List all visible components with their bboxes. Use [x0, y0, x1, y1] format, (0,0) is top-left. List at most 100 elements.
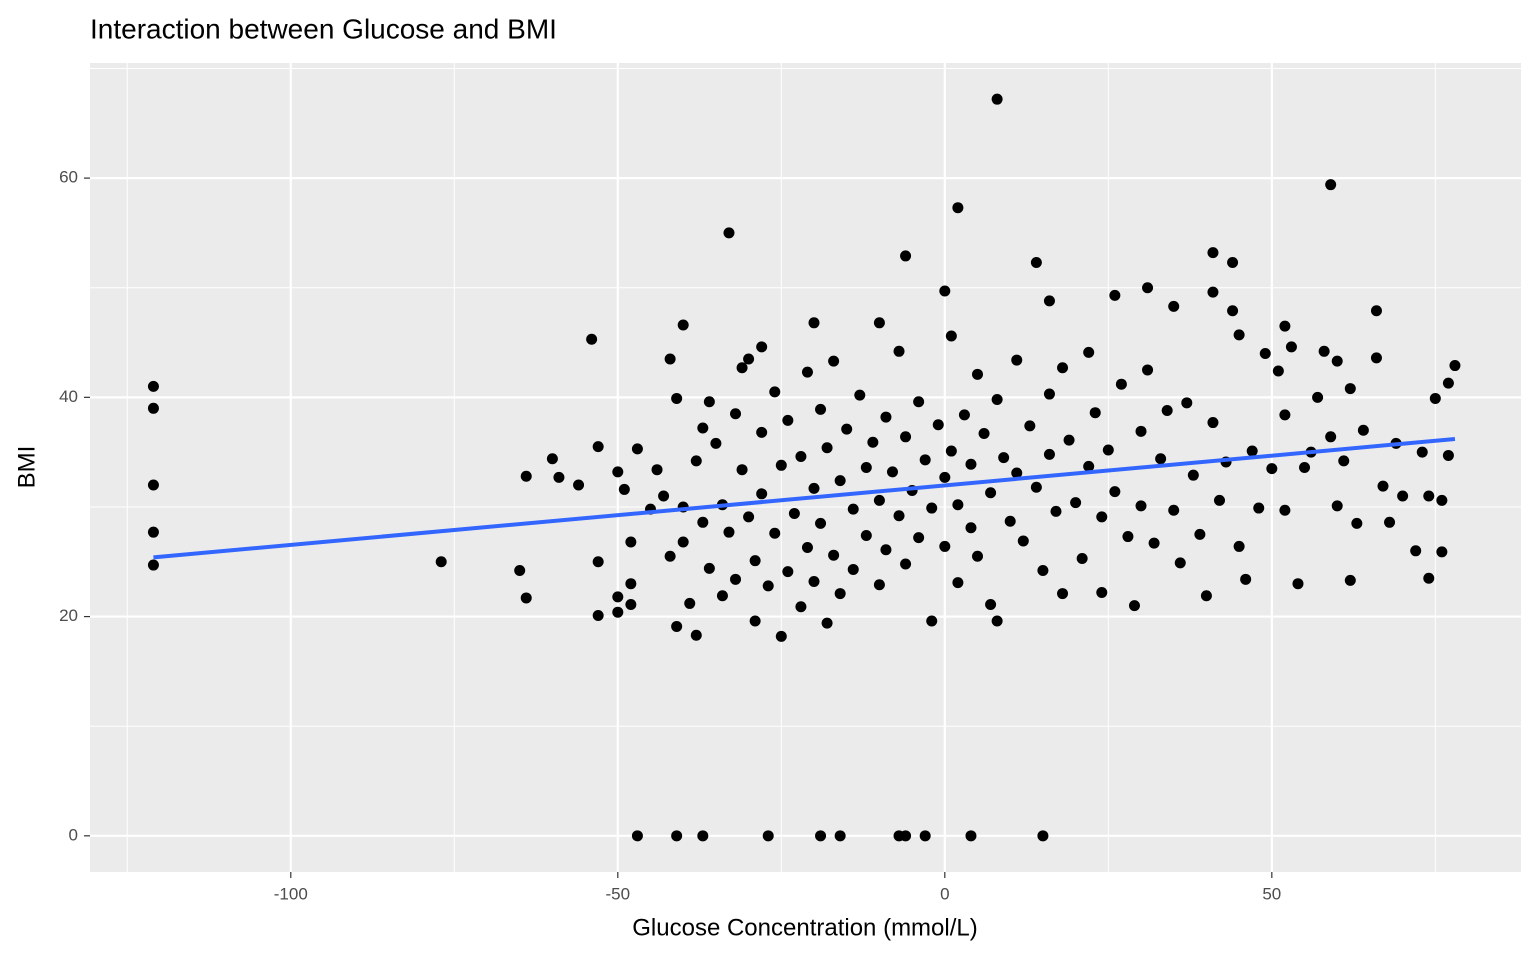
point: [952, 202, 964, 214]
point: [1037, 830, 1049, 842]
point: [1083, 346, 1095, 358]
point: [730, 573, 742, 585]
point: [1213, 494, 1225, 506]
point: [1168, 504, 1180, 516]
point: [1370, 352, 1382, 364]
point: [762, 580, 774, 592]
point: [1030, 257, 1042, 269]
point: [808, 317, 820, 329]
point: [1070, 497, 1082, 509]
point: [703, 562, 715, 574]
point: [991, 615, 1003, 627]
point: [1331, 355, 1343, 367]
point: [1181, 397, 1193, 409]
point: [900, 558, 912, 570]
y-tick-label: 20: [59, 606, 78, 625]
point: [1057, 362, 1069, 374]
point: [926, 615, 938, 627]
point: [991, 394, 1003, 406]
point: [1030, 481, 1042, 493]
panel: [90, 63, 1521, 872]
point: [1266, 463, 1278, 475]
point: [965, 458, 977, 470]
point: [1050, 505, 1062, 517]
point: [631, 830, 643, 842]
point: [1115, 378, 1127, 390]
point: [586, 333, 598, 345]
point: [1259, 347, 1271, 359]
point: [828, 549, 840, 561]
point: [1338, 455, 1350, 467]
point: [958, 409, 970, 421]
point: [730, 408, 742, 420]
point: [867, 436, 879, 448]
point: [1227, 305, 1239, 317]
point: [756, 488, 768, 500]
point: [815, 517, 827, 529]
point: [919, 830, 931, 842]
point: [553, 471, 565, 483]
point: [782, 414, 794, 426]
point: [658, 490, 670, 502]
point: [1122, 531, 1134, 543]
point: [756, 426, 768, 438]
point: [1096, 586, 1108, 598]
point: [834, 588, 846, 600]
point: [795, 601, 807, 613]
point: [1331, 500, 1343, 512]
point: [1017, 535, 1029, 547]
point: [769, 386, 781, 398]
point: [1174, 557, 1186, 569]
point: [625, 536, 637, 548]
point: [1442, 449, 1454, 461]
point: [147, 380, 159, 392]
point: [1142, 282, 1154, 294]
point: [618, 483, 630, 495]
x-tick-label: -100: [274, 884, 308, 903]
point: [1312, 391, 1324, 403]
point: [736, 362, 748, 374]
point: [788, 508, 800, 520]
point: [834, 830, 846, 842]
point: [1344, 383, 1356, 395]
point: [1043, 388, 1055, 400]
point: [1233, 540, 1245, 552]
point: [671, 392, 683, 404]
point: [147, 559, 159, 571]
y-tick-label: 40: [59, 387, 78, 406]
point: [716, 590, 728, 602]
point: [1442, 377, 1454, 389]
point: [900, 830, 912, 842]
point: [749, 615, 761, 627]
point: [939, 471, 951, 483]
trend-line: [153, 437, 1456, 560]
point: [684, 597, 696, 609]
point: [919, 454, 931, 466]
point: [854, 389, 866, 401]
point: [1233, 329, 1245, 341]
point: [991, 93, 1003, 105]
point: [1279, 504, 1291, 516]
point: [886, 466, 898, 478]
point: [1423, 490, 1435, 502]
y-tick-label: 60: [59, 168, 78, 187]
point: [775, 459, 787, 471]
point: [1024, 420, 1036, 432]
point: [1397, 490, 1409, 502]
point: [671, 620, 683, 632]
point: [945, 330, 957, 342]
x-tick-label: 0: [940, 884, 949, 903]
point: [612, 466, 624, 478]
point: [808, 482, 820, 494]
point: [1285, 341, 1297, 353]
point: [1240, 573, 1252, 585]
point: [1207, 247, 1219, 259]
point: [1194, 528, 1206, 540]
point: [775, 630, 787, 642]
point: [985, 487, 997, 499]
point: [1096, 511, 1108, 523]
point: [972, 368, 984, 380]
point: [1416, 446, 1428, 458]
point: [939, 540, 951, 552]
point: [801, 366, 813, 378]
